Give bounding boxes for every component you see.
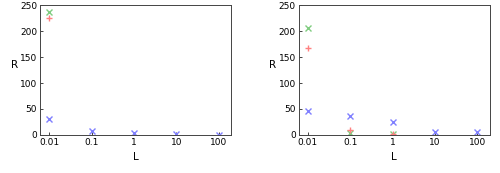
Y-axis label: R: R bbox=[11, 60, 18, 70]
X-axis label: L: L bbox=[133, 152, 138, 162]
Y-axis label: R: R bbox=[270, 60, 276, 70]
X-axis label: L: L bbox=[392, 152, 397, 162]
